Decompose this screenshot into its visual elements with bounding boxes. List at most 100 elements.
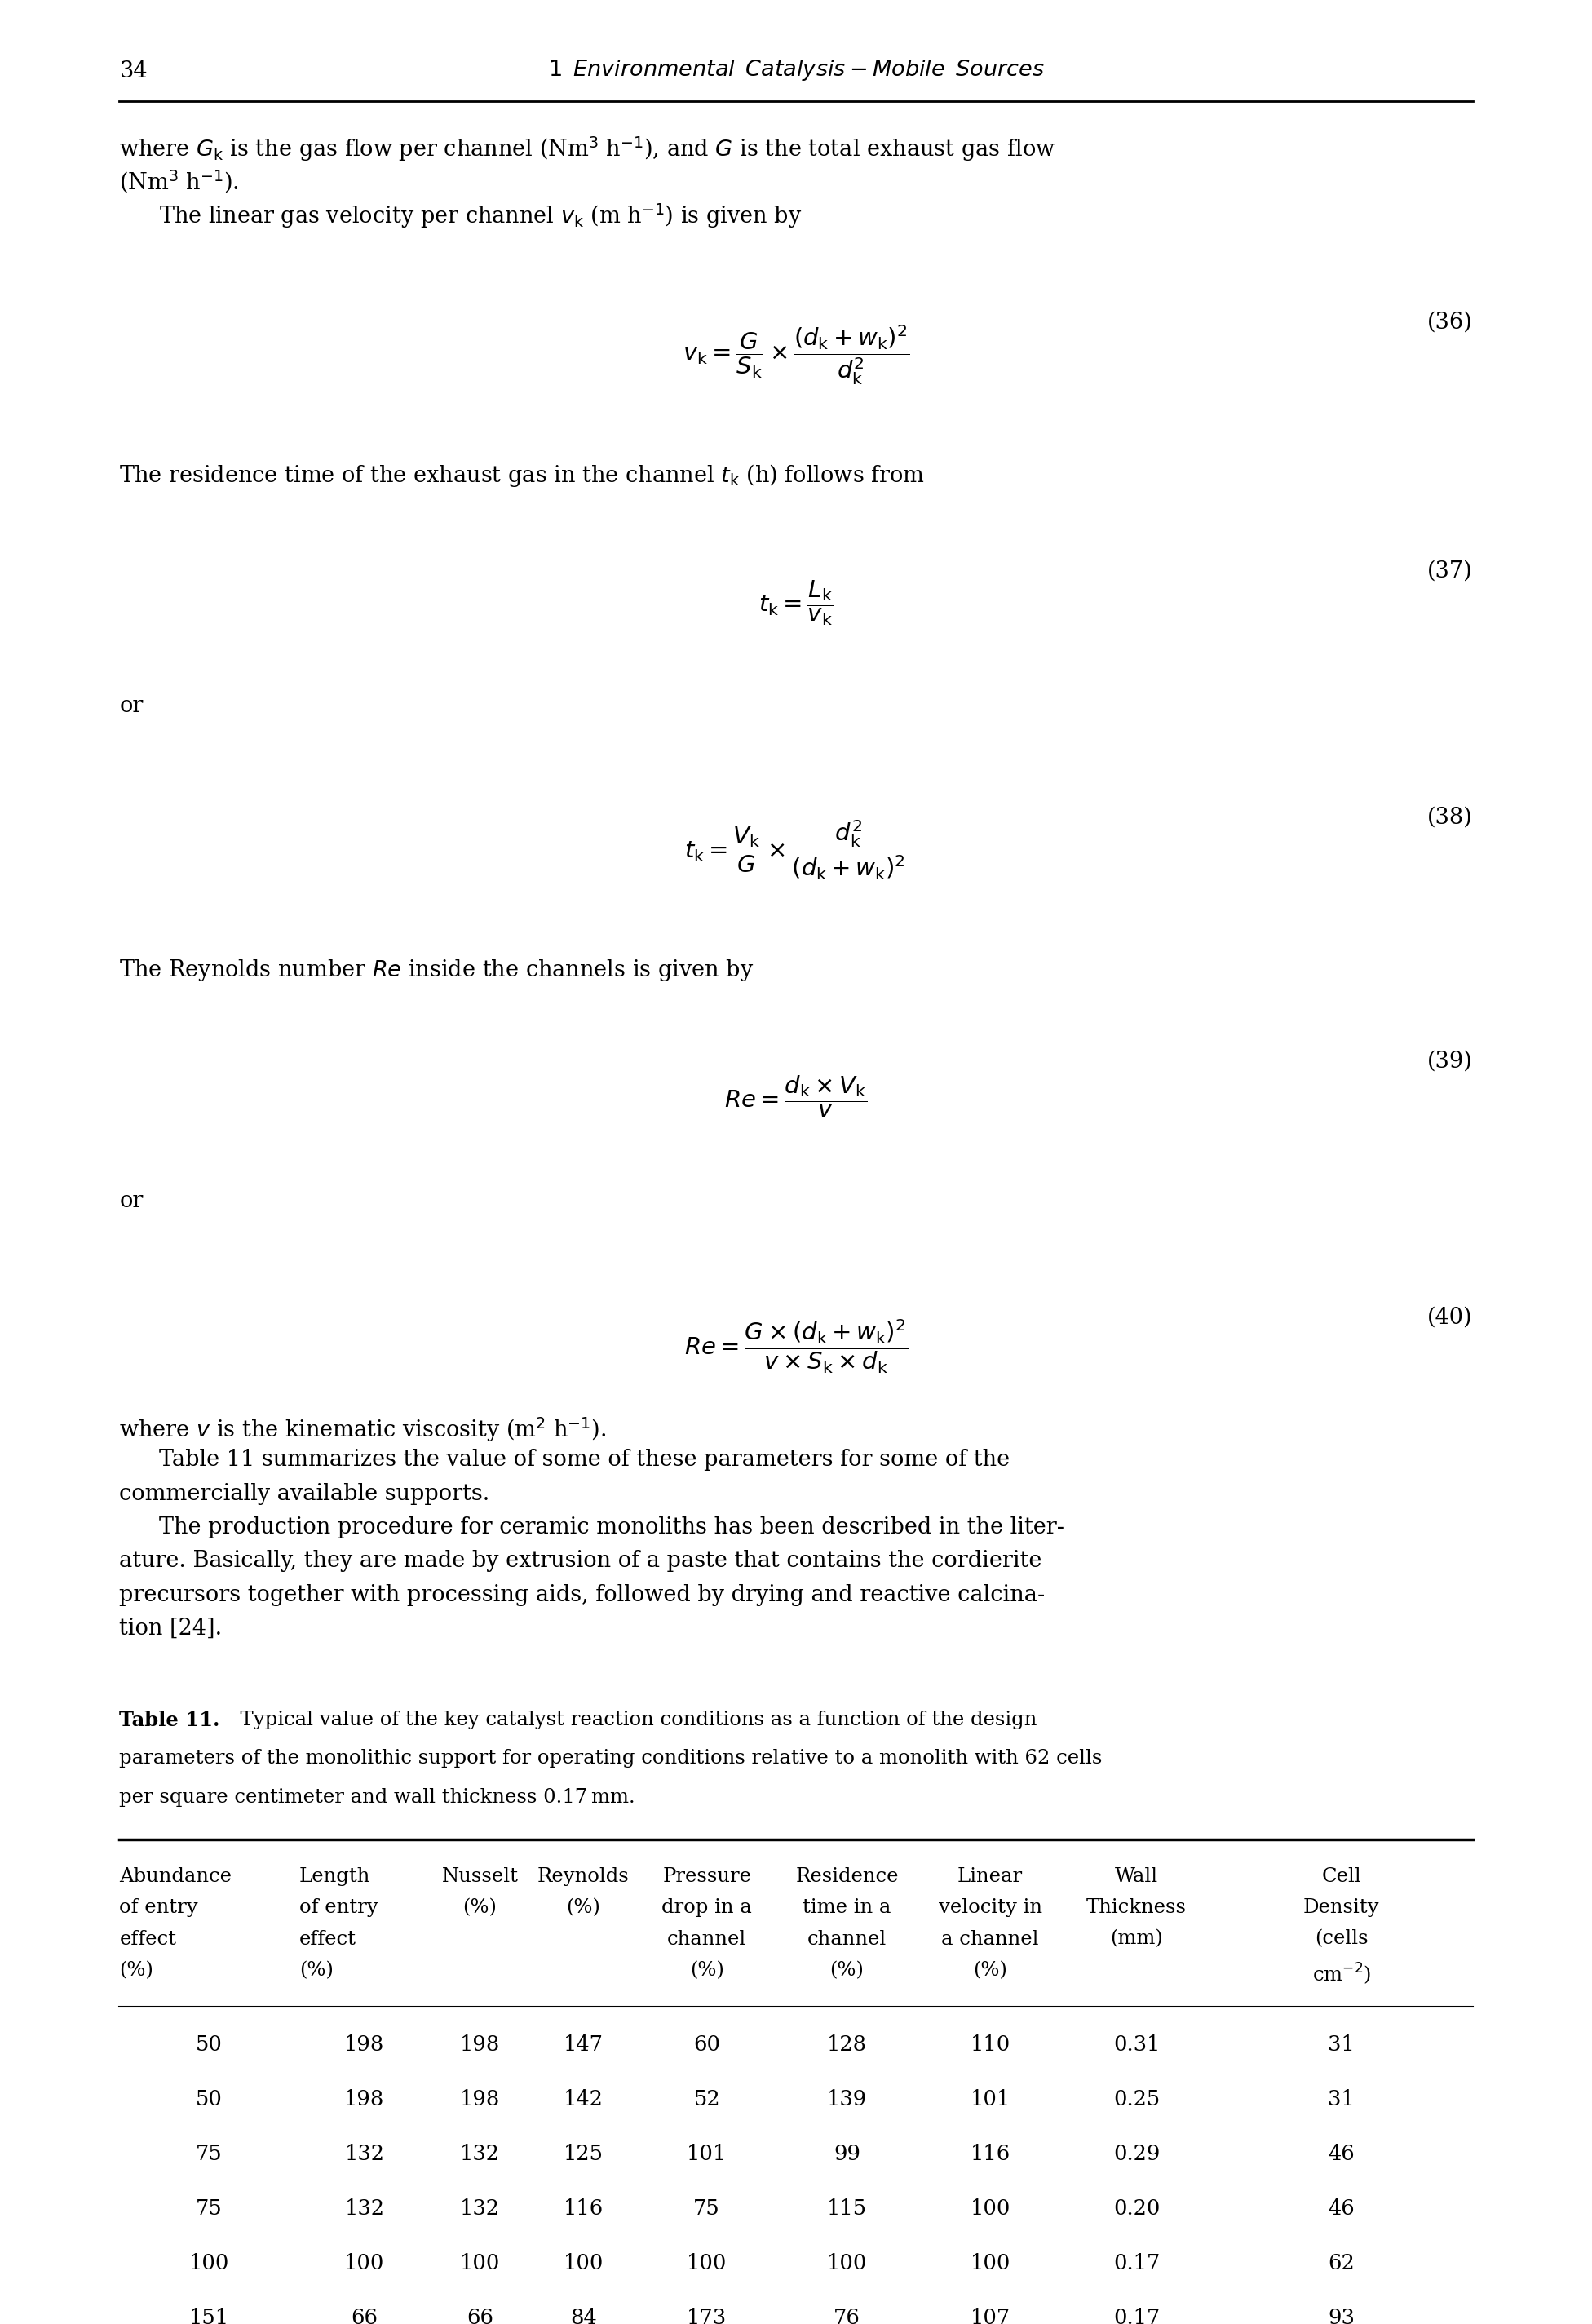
Text: 115: 115: [826, 2199, 868, 2219]
Text: 107: 107: [970, 2308, 1011, 2324]
Text: a channel: a channel: [941, 1929, 1040, 1948]
Text: Residence: Residence: [796, 1866, 898, 1885]
Text: (37): (37): [1426, 560, 1473, 581]
Text: Reynolds: Reynolds: [538, 1866, 629, 1885]
Text: Typical value of the key catalyst reaction conditions as a function of the desig: Typical value of the key catalyst reacti…: [228, 1710, 1036, 1729]
Text: 50: 50: [196, 2089, 223, 2110]
Text: 100: 100: [564, 2252, 603, 2273]
Text: 75: 75: [196, 2199, 223, 2219]
Text: 173: 173: [686, 2308, 728, 2324]
Text: (%): (%): [689, 1961, 724, 1980]
Text: (%): (%): [973, 1961, 1008, 1980]
Text: 93: 93: [1328, 2308, 1355, 2324]
Text: channel: channel: [807, 1929, 887, 1948]
Text: 198: 198: [460, 2034, 500, 2054]
Text: (%): (%): [299, 1961, 333, 1980]
Text: 52: 52: [694, 2089, 720, 2110]
Text: 0.17: 0.17: [1113, 2308, 1161, 2324]
Text: of entry: of entry: [119, 1899, 199, 1917]
Text: 0.17: 0.17: [1113, 2252, 1161, 2273]
Text: Density: Density: [1304, 1899, 1379, 1917]
Text: The production procedure for ceramic monoliths has been described in the liter-: The production procedure for ceramic mon…: [159, 1518, 1065, 1538]
Text: The Reynolds number $\mathit{Re}$ inside the channels is given by: The Reynolds number $\mathit{Re}$ inside…: [119, 957, 755, 983]
Text: 66: 66: [466, 2308, 494, 2324]
Text: 198: 198: [344, 2089, 385, 2110]
Text: $\mathit{Re} = \dfrac{d_{\mathrm{k}} \times V_{\mathrm{k}}}{v}$: $\mathit{Re} = \dfrac{d_{\mathrm{k}} \ti…: [724, 1074, 868, 1120]
Text: 60: 60: [694, 2034, 720, 2054]
Text: 139: 139: [826, 2089, 868, 2110]
Text: 151: 151: [189, 2308, 229, 2324]
Text: ature. Basically, they are made by extrusion of a paste that contains the cordie: ature. Basically, they are made by extru…: [119, 1550, 1043, 1571]
Text: cm$^{-2}$): cm$^{-2}$): [1312, 1961, 1371, 1987]
Text: 99: 99: [834, 2143, 860, 2164]
Text: 0.29: 0.29: [1113, 2143, 1161, 2164]
Text: channel: channel: [667, 1929, 747, 1948]
Text: 75: 75: [196, 2143, 223, 2164]
Text: or: or: [119, 1190, 143, 1211]
Text: 0.31: 0.31: [1113, 2034, 1161, 2054]
Text: commercially available supports.: commercially available supports.: [119, 1483, 490, 1504]
Text: 116: 116: [970, 2143, 1011, 2164]
Text: 101: 101: [686, 2143, 728, 2164]
Text: (%): (%): [463, 1899, 497, 1917]
Text: drop in a: drop in a: [662, 1899, 751, 1917]
Text: Cell: Cell: [1321, 1866, 1361, 1885]
Text: (%): (%): [567, 1899, 600, 1917]
Text: 0.20: 0.20: [1113, 2199, 1161, 2219]
Text: 46: 46: [1328, 2199, 1355, 2219]
Text: 100: 100: [686, 2252, 728, 2273]
Text: 116: 116: [564, 2199, 603, 2219]
Text: 100: 100: [970, 2252, 1011, 2273]
Text: per square centimeter and wall thickness 0.17 mm.: per square centimeter and wall thickness…: [119, 1787, 635, 1806]
Text: 142: 142: [564, 2089, 603, 2110]
Text: 100: 100: [970, 2199, 1011, 2219]
Text: 147: 147: [564, 2034, 603, 2054]
Text: (mm): (mm): [1110, 1929, 1164, 1948]
Text: 100: 100: [189, 2252, 229, 2273]
Text: 84: 84: [570, 2308, 597, 2324]
Text: Length: Length: [299, 1866, 371, 1885]
Text: (%): (%): [829, 1961, 864, 1980]
Text: 101: 101: [970, 2089, 1011, 2110]
Text: 110: 110: [970, 2034, 1011, 2054]
Text: 100: 100: [826, 2252, 868, 2273]
Text: 46: 46: [1328, 2143, 1355, 2164]
Text: Table 11.: Table 11.: [119, 1710, 220, 1729]
Text: Table 11 summarizes the value of some of these parameters for some of the: Table 11 summarizes the value of some of…: [159, 1450, 1009, 1471]
Text: where $v$ is the kinematic viscosity (m$^2$ h$^{-1}$).: where $v$ is the kinematic viscosity (m$…: [119, 1415, 607, 1443]
Text: 132: 132: [460, 2199, 500, 2219]
Text: Nusselt: Nusselt: [441, 1866, 519, 1885]
Text: 125: 125: [564, 2143, 603, 2164]
Text: The linear gas velocity per channel $v_{\mathrm{k}}$ (m h$^{-1}$) is given by: The linear gas velocity per channel $v_{…: [159, 202, 802, 230]
Text: (cells: (cells: [1315, 1929, 1368, 1948]
Text: $\mathit{Re} = \dfrac{G \times (d_{\mathrm{k}} + w_{\mathrm{k}})^2}{v \times S_{: $\mathit{Re} = \dfrac{G \times (d_{\math…: [685, 1318, 907, 1376]
Text: tion [24].: tion [24].: [119, 1618, 223, 1638]
Text: Wall: Wall: [1114, 1866, 1159, 1885]
Text: precursors together with processing aids, followed by drying and reactive calcin: precursors together with processing aids…: [119, 1585, 1046, 1606]
Text: (38): (38): [1426, 806, 1473, 827]
Text: $t_{\mathrm{k}} = \dfrac{L_{\mathrm{k}}}{v_{\mathrm{k}}}$: $t_{\mathrm{k}} = \dfrac{L_{\mathrm{k}}}…: [759, 579, 833, 627]
Text: (%): (%): [119, 1961, 153, 1980]
Text: 62: 62: [1328, 2252, 1355, 2273]
Text: 198: 198: [344, 2034, 385, 2054]
Text: 100: 100: [344, 2252, 385, 2273]
Text: $\mathit{1 \enspace Environmental \enspace Catalysis - Mobile \enspace Sources}$: $\mathit{1 \enspace Environmental \enspa…: [548, 58, 1044, 81]
Text: $v_{\mathrm{k}} = \dfrac{G}{S_{\mathrm{k}}} \times \dfrac{(d_{\mathrm{k}} + w_{\: $v_{\mathrm{k}} = \dfrac{G}{S_{\mathrm{k…: [683, 323, 909, 386]
Text: Abundance: Abundance: [119, 1866, 232, 1885]
Text: $t_{\mathrm{k}} = \dfrac{V_{\mathrm{k}}}{G} \times \dfrac{d_{\mathrm{k}}^2}{(d_{: $t_{\mathrm{k}} = \dfrac{V_{\mathrm{k}}}…: [685, 818, 907, 881]
Text: Pressure: Pressure: [662, 1866, 751, 1885]
Text: (Nm$^3$ h$^{-1}$).: (Nm$^3$ h$^{-1}$).: [119, 170, 239, 195]
Text: 100: 100: [460, 2252, 500, 2273]
Text: velocity in: velocity in: [938, 1899, 1043, 1917]
Text: 31: 31: [1328, 2089, 1355, 2110]
Text: 75: 75: [694, 2199, 720, 2219]
Text: Linear: Linear: [957, 1866, 1024, 1885]
Text: 34: 34: [119, 60, 148, 81]
Text: 31: 31: [1328, 2034, 1355, 2054]
Text: 132: 132: [344, 2199, 385, 2219]
Text: or: or: [119, 695, 143, 716]
Text: 0.25: 0.25: [1113, 2089, 1161, 2110]
Text: time in a: time in a: [802, 1899, 892, 1917]
Text: where $G_{\mathrm{k}}$ is the gas flow per channel (Nm$^3$ h$^{-1}$), and $G$ is: where $G_{\mathrm{k}}$ is the gas flow p…: [119, 135, 1055, 163]
Text: of entry: of entry: [299, 1899, 379, 1917]
